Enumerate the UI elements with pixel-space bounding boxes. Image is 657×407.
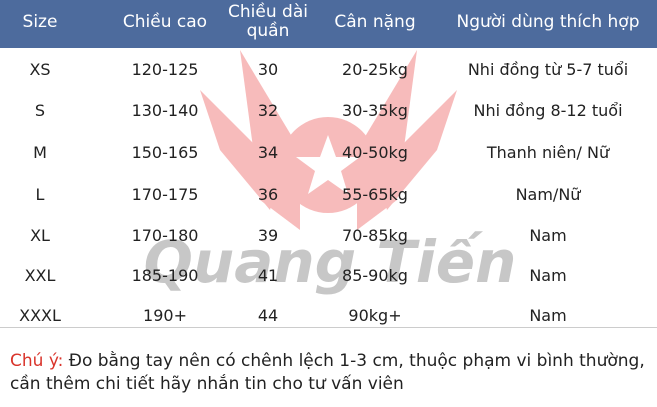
- cell-weight: 20-25kg: [342, 60, 408, 79]
- table-header: Size Chiều cao Chiều dài quần Cân nặng Ng…: [0, 0, 657, 48]
- header-weight: Cân nặng: [334, 12, 416, 32]
- cell-size: XL: [30, 226, 50, 245]
- table-row: L 170-175 36 55-65kg Nam/Nữ: [0, 175, 657, 215]
- header-length: Chiều dài quần: [228, 3, 308, 41]
- cell-user: Nhi đồng từ 5-7 tuổi: [467, 60, 629, 79]
- watermark-text: Quang Tiến: [144, 228, 517, 296]
- cell-height: 120-125: [131, 60, 199, 79]
- cell-height: 170-180: [131, 226, 199, 245]
- cell-size: XS: [29, 60, 51, 79]
- cell-size: XXXL: [19, 306, 61, 325]
- cell-user: Nam: [529, 266, 567, 285]
- cell-height: 130-140: [131, 101, 199, 120]
- cell-user: Nam: [529, 306, 567, 325]
- cell-height: 185-190: [131, 266, 199, 285]
- header-length-line2: quần: [246, 21, 290, 41]
- table-row: XXXL 190+ 44 90kg+ Nam: [0, 296, 657, 336]
- note-label: Chú ý:: [10, 351, 64, 371]
- header-length-line1: Chiều dài: [228, 2, 308, 22]
- watermark-logo: Quang Tiến: [144, 50, 517, 296]
- cell-size: XXL: [24, 266, 56, 285]
- cell-user: Nam/Nữ: [515, 185, 581, 204]
- note: Chú ý: Đo bằng tay nên có chênh lệch 1-3…: [10, 350, 650, 396]
- table-row: S 130-140 32 30-35kg Nhi đồng 8-12 tuổi: [0, 91, 657, 131]
- cell-user: Nam: [529, 226, 567, 245]
- cell-length: 30: [257, 60, 279, 79]
- cell-length: 32: [257, 101, 279, 120]
- cell-user: Thanh niên/ Nữ: [486, 143, 610, 162]
- table-row: XS 120-125 30 20-25kg Nhi đồng từ 5-7 tuổi: [0, 50, 657, 90]
- header-size: Size: [22, 12, 58, 32]
- cell-height: 170-175: [131, 185, 199, 204]
- cell-weight: 70-85kg: [342, 226, 408, 245]
- cell-length: 34: [257, 143, 279, 162]
- cell-weight: 40-50kg: [342, 143, 408, 162]
- divider: [0, 327, 657, 328]
- header-height: Chiều cao: [122, 12, 208, 32]
- cell-height: 150-165: [131, 143, 199, 162]
- cell-length: 44: [257, 306, 279, 325]
- cell-size: S: [34, 101, 46, 120]
- cell-weight: 30-35kg: [342, 101, 408, 120]
- cell-length: 41: [257, 266, 279, 285]
- cell-weight: 85-90kg: [342, 266, 408, 285]
- table-row: XXL 185-190 41 85-90kg Nam: [0, 256, 657, 296]
- note-text: Đo bằng tay nên có chênh lệch 1-3 cm, th…: [10, 351, 645, 394]
- header-user: Người dùng thích hợp: [456, 12, 640, 32]
- cell-length: 36: [257, 185, 279, 204]
- table-row: XL 170-180 39 70-85kg Nam: [0, 216, 657, 256]
- cell-weight: 55-65kg: [342, 185, 408, 204]
- star-icon: [296, 135, 360, 194]
- cell-height: 190+: [143, 306, 187, 325]
- cell-length: 39: [257, 226, 279, 245]
- cell-size: M: [33, 143, 47, 162]
- table-row: M 150-165 34 40-50kg Thanh niên/ Nữ: [0, 133, 657, 173]
- cell-weight: 90kg+: [348, 306, 402, 325]
- cell-user: Nhi đồng 8-12 tuổi: [473, 101, 623, 120]
- cell-size: L: [35, 185, 45, 204]
